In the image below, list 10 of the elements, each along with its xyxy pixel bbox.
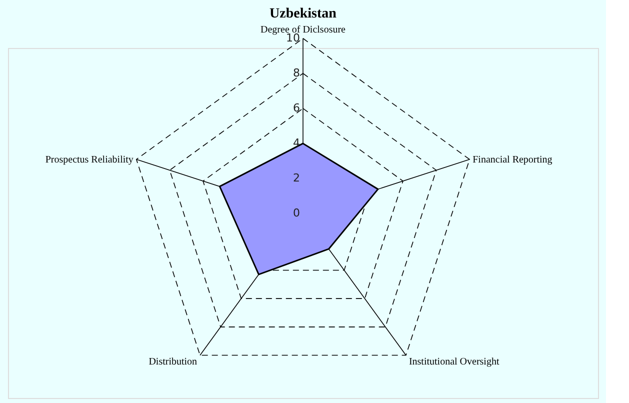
y-tick-label: 2 (293, 172, 300, 185)
y-tick-label: 0 (293, 206, 300, 220)
y-tick-label: 6 (293, 101, 300, 114)
spoke-label: Distribution (148, 356, 198, 368)
spoke-label: Prospectus Reliability (45, 154, 134, 166)
y-tick-label: 4 (293, 136, 300, 150)
y-tick-label: 8 (293, 66, 300, 80)
spoke-label: Institutional Oversight (408, 356, 500, 368)
spoke-label: Financial Reporting (472, 154, 552, 166)
chart-title: Uzbekistan (270, 6, 337, 22)
